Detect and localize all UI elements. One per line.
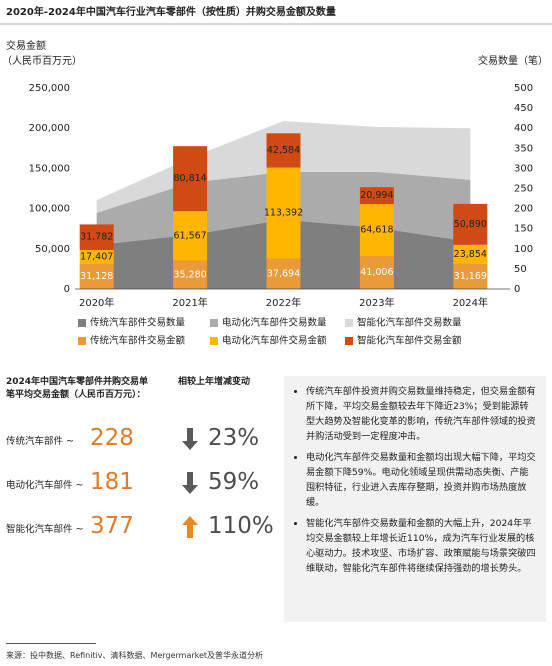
y-tick-label: 50,000 (35, 244, 70, 255)
data-label: 37,694 (267, 268, 300, 279)
data-label: 80,814 (173, 173, 206, 184)
bar-segment (453, 244, 488, 264)
x-tick-label: 2023年 (359, 296, 394, 309)
change-heading: 相较上年增减变动 (178, 377, 251, 387)
x-tick-label: 2024年 (453, 296, 488, 309)
bar-segment (359, 204, 394, 257)
avg-heading: 2024年中国汽车零部件并购交易单笔平均交易金额（人民币百万元）： (6, 377, 149, 400)
chart-title: 2020年-2024年中国汽车行业汽车零部件（按性质）并购交易金额及数量 (6, 5, 336, 18)
legend-label: 智能化汽车部件交易金额 (357, 335, 462, 347)
y2-tick-label: 350 (514, 143, 533, 154)
bar-segment (173, 146, 208, 212)
legend-swatch (210, 337, 218, 345)
y-tick-label: 250,000 (29, 83, 70, 94)
data-label: 17,407 (80, 251, 113, 262)
y2-tick-label: 500 (514, 83, 533, 94)
arrow-down (182, 428, 198, 450)
row-label: 电动化汽车部件 ~ (6, 480, 84, 491)
footnote-rule (6, 643, 96, 644)
source: 来源：投中数据、Refinitiv、清科数据、Mergermarket及普华永道… (6, 651, 264, 660)
bar-segment (266, 167, 301, 259)
commentary-box: 传统汽车部件投资并购交易数量维持稳定，但交易金额有所下降，平均交易金额较去年下降… (284, 376, 546, 622)
y2-tick-label: 400 (514, 123, 533, 134)
bar-segment (173, 260, 208, 289)
y-axis-label: （人民币百万元） (2, 55, 82, 67)
legend-label: 传统汽车部件交易金额 (90, 335, 186, 347)
bar-segment (266, 258, 301, 289)
change-value: 59% (208, 469, 260, 495)
change-value: 110% (208, 513, 274, 539)
row-label: 智能化汽车部件 ~ (6, 524, 84, 535)
arrow-shape (182, 516, 198, 538)
note: 智能化汽车部件交易数量和金额的大幅上升，2024年平均交易金额较上年增长近110… (306, 516, 536, 576)
y-tick-label: 150,000 (29, 163, 70, 174)
bar-segment (79, 263, 114, 289)
bar-segment (453, 263, 488, 289)
data-label: 35,280 (173, 269, 206, 280)
y-tick-label: 100,000 (29, 204, 70, 215)
bar-segment (359, 187, 394, 205)
legend-swatch (210, 319, 218, 327)
bar-segment (359, 256, 394, 289)
data-label: 64,618 (360, 225, 393, 236)
legend-label: 电动化汽车部件交易金额 (222, 335, 327, 347)
avg-value: 181 (90, 469, 134, 495)
y2-axis-label: 交易数量（笔） (478, 54, 548, 67)
arrow-down (182, 472, 198, 494)
y2-tick-label: 50 (514, 264, 527, 275)
x-tick-label: 2022年 (266, 296, 301, 309)
x-tick-label: 2021年 (172, 296, 207, 309)
bar-segment (453, 203, 488, 245)
y-axis-label: 交易金额 (6, 39, 46, 52)
data-label: 20,994 (360, 190, 393, 201)
arrow-shape (182, 428, 198, 450)
arrow-shape (182, 472, 198, 494)
y2-tick-label: 150 (514, 224, 533, 235)
data-label: 113,392 (264, 208, 303, 219)
bar-segment (173, 211, 208, 261)
data-label: 31,782 (80, 232, 113, 243)
change-value: 23% (208, 425, 260, 451)
legend-swatch (78, 337, 86, 345)
y2-tick-label: 0 (514, 284, 520, 295)
chart: 2020年-2024年中国汽车行业汽车零部件（按性质）并购交易金额及数量 交易金… (0, 5, 552, 347)
bar-segment (79, 249, 114, 264)
legend-label: 传统汽车部件交易数量 (90, 317, 186, 329)
y2-tick-label: 100 (514, 244, 533, 255)
data-label: 31,128 (80, 271, 113, 282)
data-label: 42,584 (267, 145, 300, 156)
bar-segment (79, 224, 114, 250)
commentary-list: 传统汽车部件投资并购交易数量维持稳定，但交易金额有所下降，平均交易金额较去年下降… (284, 376, 546, 576)
avg-value: 377 (90, 513, 134, 539)
legend-swatch (345, 319, 353, 327)
legend-label: 智能化汽车部件交易数量 (357, 317, 462, 329)
data-label: 41,006 (360, 267, 393, 278)
avg-value: 228 (90, 425, 134, 451)
y2-tick-label: 450 (514, 103, 533, 114)
legend-swatch (345, 337, 353, 345)
data-label: 50,890 (454, 219, 487, 230)
y2-tick-label: 200 (514, 204, 533, 215)
note: 传统汽车部件投资并购交易数量维持稳定，但交易金额有所下降，平均交易金额较去年下降… (306, 384, 536, 444)
y2-tick-label: 300 (514, 163, 533, 174)
x-tick-label: 2020年 (79, 296, 114, 309)
data-label: 31,169 (454, 271, 487, 282)
bar-segment (266, 133, 301, 168)
row-label: 传统汽车部件 ~ (6, 436, 74, 447)
data-label: 61,567 (173, 230, 206, 241)
legend-label: 电动化汽车部件交易数量 (222, 317, 327, 329)
y2-tick-label: 250 (514, 184, 533, 195)
data-label: 23,854 (454, 249, 487, 260)
legend-swatch (78, 319, 86, 327)
arrow-up (182, 516, 198, 538)
y-tick-label: 200,000 (29, 123, 70, 134)
y-tick-label: 0 (64, 284, 70, 295)
note: 电动化汽车部件交易数量和金额均出现大幅下降，平均交易金额下降59%。电动化领域呈… (306, 450, 536, 510)
